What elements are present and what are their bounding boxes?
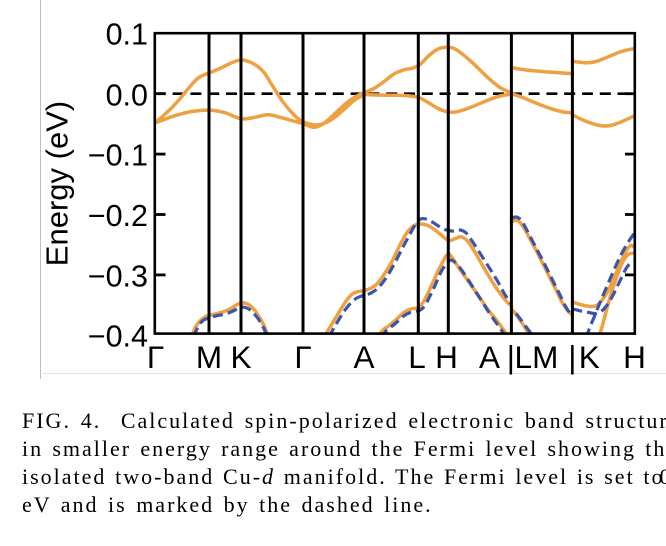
svg-text:Γ: Γ bbox=[147, 339, 164, 375]
svg-text:A: A bbox=[479, 339, 500, 375]
svg-text:0.0: 0.0 bbox=[106, 78, 148, 112]
svg-text:−0.4: −0.4 bbox=[88, 320, 148, 354]
svg-text:Energy (eV): Energy (eV) bbox=[40, 101, 75, 266]
svg-text:K: K bbox=[230, 339, 251, 375]
svg-text:Γ: Γ bbox=[294, 339, 311, 375]
svg-text:−0.2: −0.2 bbox=[88, 199, 148, 233]
svg-text:|: | bbox=[568, 339, 576, 375]
svg-text:M: M bbox=[532, 339, 558, 375]
svg-text:|: | bbox=[507, 339, 515, 375]
svg-text:K: K bbox=[579, 339, 600, 375]
svg-text:−0.1: −0.1 bbox=[88, 139, 148, 173]
svg-text:L: L bbox=[515, 339, 533, 375]
svg-text:A: A bbox=[353, 339, 374, 375]
svg-text:M: M bbox=[196, 339, 222, 375]
svg-text:−0.3: −0.3 bbox=[88, 260, 148, 294]
svg-text:L: L bbox=[408, 339, 426, 375]
svg-text:H: H bbox=[435, 339, 458, 375]
svg-text:H: H bbox=[623, 339, 646, 375]
svg-text:0.1: 0.1 bbox=[106, 18, 148, 52]
